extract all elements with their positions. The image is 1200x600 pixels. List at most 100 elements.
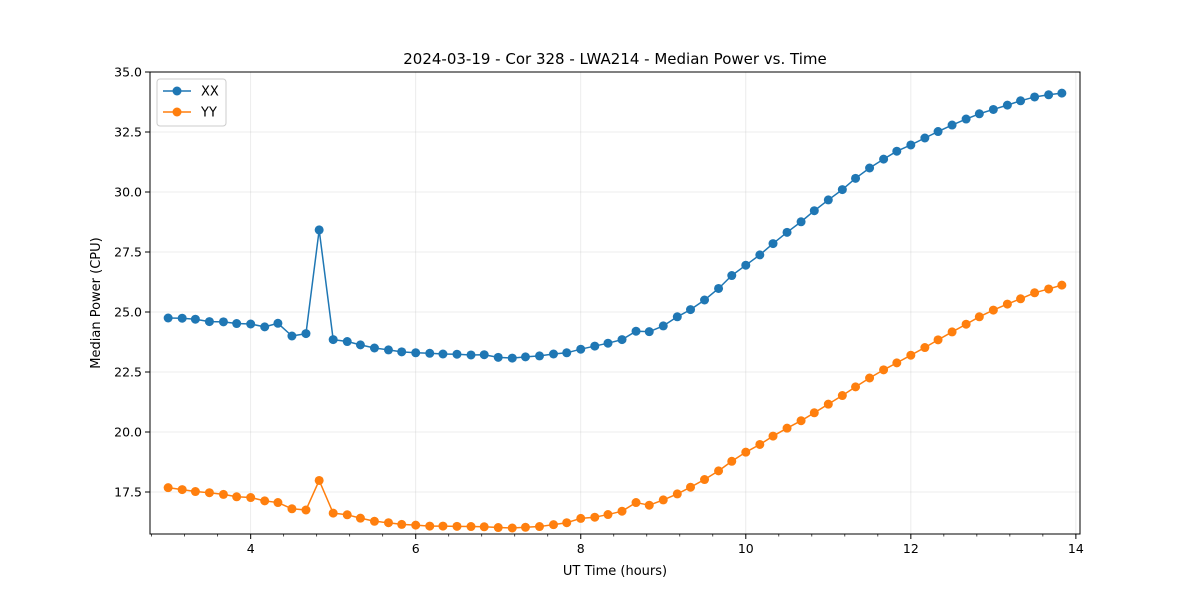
- data-point-xx: [301, 329, 311, 339]
- legend-marker-yy: [172, 107, 182, 117]
- y-axis-label: Median Power (CPU): [89, 237, 104, 368]
- data-point-yy: [1002, 299, 1012, 309]
- data-point-yy: [452, 521, 462, 531]
- data-point-xx: [631, 326, 641, 336]
- data-point-xx: [549, 349, 559, 359]
- series-layer: [163, 88, 1067, 533]
- data-point-yy: [397, 519, 407, 529]
- data-point-xx: [796, 217, 806, 227]
- data-point-xx: [700, 295, 710, 305]
- x-tick-label: 8: [577, 541, 585, 556]
- data-point-yy: [287, 504, 297, 514]
- data-point-yy: [534, 522, 544, 532]
- data-point-yy: [425, 521, 435, 531]
- data-point-yy: [562, 518, 572, 528]
- data-point-xx: [644, 327, 654, 337]
- data-point-yy: [603, 510, 613, 520]
- data-point-xx: [218, 317, 228, 327]
- data-point-xx: [520, 352, 530, 362]
- x-axis-ticks: 4 6 8 10 12 14: [151, 534, 1084, 556]
- legend-label-xx: XX: [201, 85, 219, 100]
- data-point-xx: [1044, 90, 1054, 100]
- data-point-xx: [232, 319, 242, 329]
- y-tick-label: 32.5: [114, 125, 142, 140]
- data-point-yy: [906, 350, 916, 360]
- data-point-yy: [438, 521, 448, 531]
- data-point-xx: [809, 206, 819, 216]
- series-xx: [163, 88, 1067, 363]
- data-point-yy: [520, 522, 530, 532]
- y-tick-label: 25.0: [114, 305, 142, 320]
- data-point-yy: [823, 399, 833, 409]
- data-point-xx: [988, 104, 998, 114]
- y-tick-label: 30.0: [114, 185, 142, 200]
- data-point-yy: [260, 496, 270, 506]
- data-point-xx: [755, 250, 765, 260]
- data-point-xx: [479, 350, 489, 360]
- data-point-yy: [507, 523, 517, 533]
- data-point-xx: [397, 347, 407, 357]
- data-point-xx: [603, 338, 613, 348]
- data-point-xx: [590, 341, 600, 351]
- data-point-xx: [714, 283, 724, 293]
- data-point-xx: [879, 154, 889, 164]
- data-point-yy: [342, 510, 352, 520]
- data-point-xx: [190, 314, 200, 324]
- y-tick-label: 35.0: [114, 65, 142, 80]
- data-point-xx: [452, 349, 462, 359]
- data-point-xx: [204, 317, 214, 327]
- data-point-yy: [301, 505, 311, 515]
- data-point-yy: [947, 327, 957, 337]
- data-point-yy: [714, 466, 724, 476]
- data-point-xx: [493, 352, 503, 362]
- data-point-yy: [1057, 280, 1067, 290]
- data-point-xx: [576, 344, 586, 354]
- data-point-xx: [260, 322, 270, 332]
- legend-label-yy: YY: [200, 106, 217, 121]
- data-point-xx: [823, 195, 833, 205]
- data-point-xx: [837, 185, 847, 195]
- data-point-yy: [590, 512, 600, 522]
- data-point-xx: [246, 319, 256, 329]
- data-point-yy: [493, 523, 503, 533]
- data-point-xx: [534, 351, 544, 361]
- data-point-xx: [974, 109, 984, 119]
- data-point-yy: [658, 495, 668, 505]
- data-point-yy: [576, 513, 586, 523]
- data-point-yy: [892, 358, 902, 368]
- data-point-yy: [961, 319, 971, 329]
- data-point-xx: [672, 312, 682, 322]
- data-point-yy: [246, 493, 256, 503]
- data-point-xx: [507, 353, 517, 363]
- data-point-xx: [1002, 100, 1012, 110]
- data-point-yy: [1044, 284, 1054, 294]
- data-point-yy: [177, 485, 187, 495]
- data-point-yy: [920, 343, 930, 353]
- data-point-yy: [974, 312, 984, 322]
- y-tick-label: 27.5: [114, 245, 142, 260]
- data-point-xx: [273, 318, 283, 328]
- data-point-xx: [1057, 88, 1067, 98]
- data-point-yy: [768, 431, 778, 441]
- data-point-yy: [328, 508, 338, 518]
- x-tick-label: 10: [738, 541, 754, 556]
- data-point-yy: [479, 522, 489, 532]
- data-point-xx: [328, 335, 338, 345]
- data-point-yy: [782, 423, 792, 433]
- data-point-yy: [383, 518, 393, 528]
- data-point-xx: [425, 348, 435, 358]
- x-tick-label: 6: [412, 541, 420, 556]
- data-point-xx: [782, 227, 792, 237]
- data-point-xx: [658, 321, 668, 331]
- series-yy: [163, 280, 1067, 533]
- data-point-xx: [383, 345, 393, 355]
- data-point-yy: [755, 439, 765, 449]
- legend-marker-xx: [172, 86, 182, 96]
- data-point-xx: [1016, 96, 1026, 106]
- data-point-yy: [851, 382, 861, 392]
- data-point-xx: [163, 313, 173, 323]
- data-point-yy: [644, 500, 654, 510]
- data-point-yy: [879, 365, 889, 375]
- data-point-yy: [232, 492, 242, 502]
- data-point-xx: [617, 335, 627, 345]
